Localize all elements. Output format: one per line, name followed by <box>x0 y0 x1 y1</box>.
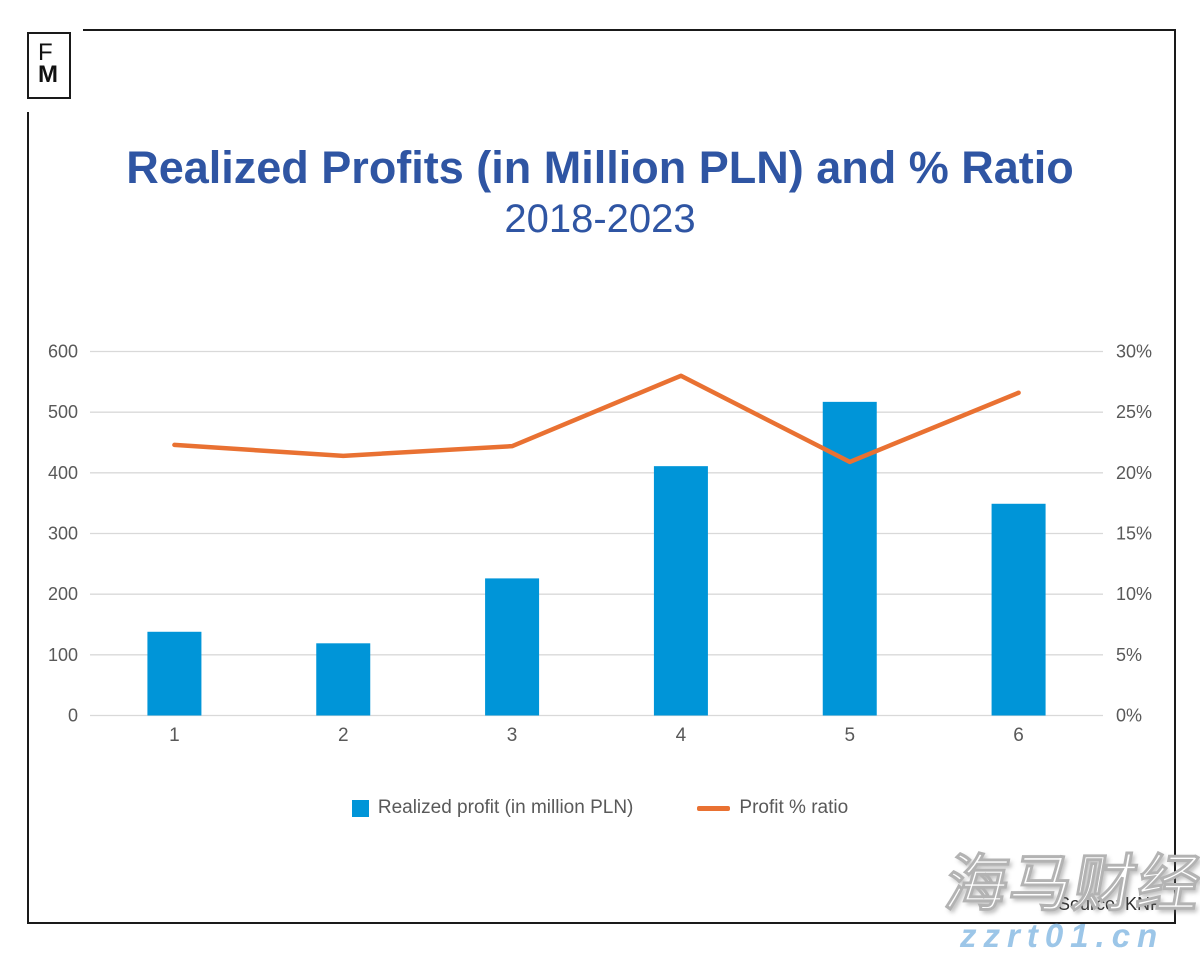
right-axis-tick-label: 10% <box>1116 584 1152 604</box>
left-axis-tick-label: 200 <box>48 584 78 604</box>
x-axis-category-label: 2 <box>338 725 349 746</box>
realized-profit-bar <box>147 631 202 716</box>
left-axis-tick-label: 400 <box>48 463 78 483</box>
realized-profit-bar <box>485 578 540 716</box>
bar-legend-swatch <box>351 799 369 817</box>
left-axis-tick-label: 0 <box>68 706 78 726</box>
left-axis-tick-label: 100 <box>48 645 78 665</box>
fm-logo-letter-m: M <box>38 61 58 88</box>
frame-border-left <box>27 112 29 922</box>
fm-logo-letter-f: F <box>38 39 53 66</box>
frame-border-bottom <box>27 922 1176 924</box>
right-axis-tick-label: 15% <box>1116 524 1152 544</box>
left-axis-tick-label: 300 <box>48 524 78 544</box>
watermark-cjk-text: 海马财经 <box>940 850 1200 920</box>
legend-item-line: Profit % ratio <box>697 797 848 819</box>
source-label: Source: KNF <box>1058 894 1162 914</box>
realized-profit-bar <box>316 643 371 716</box>
title-block: Realized Profits (in Million PLN) and % … <box>0 142 1200 242</box>
right-axis-tick-label: 5% <box>1116 645 1142 665</box>
realized-profit-bar <box>991 503 1046 716</box>
chart-title: Realized Profits (in Million PLN) and % … <box>126 142 1074 193</box>
x-axis-category-label: 6 <box>1013 725 1024 746</box>
left-axis-tick-label: 600 <box>48 342 78 362</box>
x-axis-category-label: 4 <box>676 725 687 746</box>
watermark-url-text: zzrt01.cn <box>960 917 1165 954</box>
x-axis-category-label: 5 <box>844 725 855 746</box>
frame-border-top <box>83 29 1176 31</box>
line-legend-swatch <box>697 805 731 811</box>
legend: Realized profit (in million PLN) Profit … <box>0 797 1200 819</box>
bar-legend-label: Realized profit (in million PLN) <box>377 797 634 818</box>
left-axis-tick-label: 500 <box>48 402 78 422</box>
right-axis-tick-label: 25% <box>1116 402 1152 422</box>
x-axis-category-label: 3 <box>507 725 518 746</box>
right-axis-tick-label: 20% <box>1116 463 1152 483</box>
right-axis-tick-label: 0% <box>1116 706 1142 726</box>
realized-profit-bar <box>822 401 877 716</box>
chart-subtitle: 2018-2023 <box>504 197 696 241</box>
legend-item-bar: Realized profit (in million PLN) <box>351 797 634 819</box>
line-legend-label: Profit % ratio <box>739 797 849 818</box>
right-axis-tick-label: 30% <box>1116 342 1152 362</box>
frame-border-right <box>1174 29 1176 924</box>
chart-svg: 0 0% 100 5% 200 10% 300 15% 400 20% 500 25% 600 30% 1 2… <box>48 342 1152 747</box>
profit-ratio-line <box>172 373 1021 465</box>
realized-profit-bar <box>653 466 708 716</box>
fm-logo: F M <box>27 32 71 99</box>
x-axis-category-label: 1 <box>169 725 180 746</box>
